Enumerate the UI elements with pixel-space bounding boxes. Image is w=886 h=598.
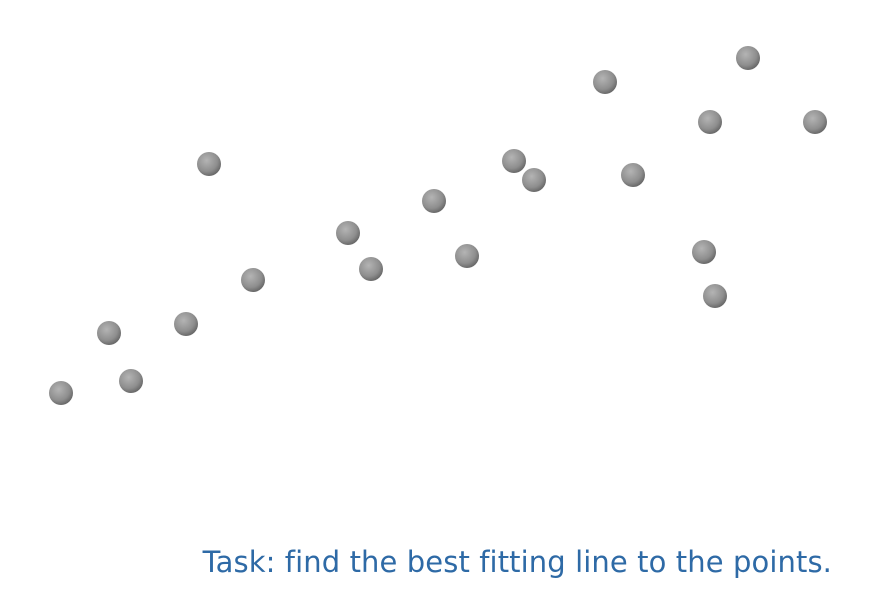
data-point-4 — [174, 312, 198, 336]
data-point-19 — [803, 110, 827, 134]
data-point-11 — [502, 149, 526, 173]
data-point-5 — [241, 268, 265, 292]
data-point-8 — [359, 257, 383, 281]
data-point-2 — [119, 369, 143, 393]
data-point-13 — [593, 70, 617, 94]
data-point-7 — [336, 221, 360, 245]
data-points — [49, 46, 827, 405]
data-point-3 — [97, 321, 121, 345]
data-point-12 — [522, 168, 546, 192]
data-point-16 — [703, 284, 727, 308]
data-point-9 — [422, 189, 446, 213]
data-point-18 — [736, 46, 760, 70]
task-caption: Task: find the best fitting line to the … — [202, 545, 832, 579]
data-point-10 — [455, 244, 479, 268]
data-point-17 — [698, 110, 722, 134]
data-point-14 — [621, 163, 645, 187]
data-point-6 — [197, 152, 221, 176]
data-point-1 — [49, 381, 73, 405]
data-point-15 — [692, 240, 716, 264]
